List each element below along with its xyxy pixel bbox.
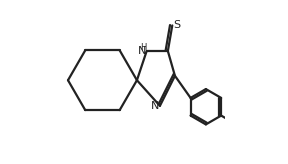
Text: S: S [173, 20, 180, 30]
Text: N: N [138, 46, 146, 56]
Text: H: H [140, 43, 147, 52]
Text: N: N [150, 101, 159, 111]
